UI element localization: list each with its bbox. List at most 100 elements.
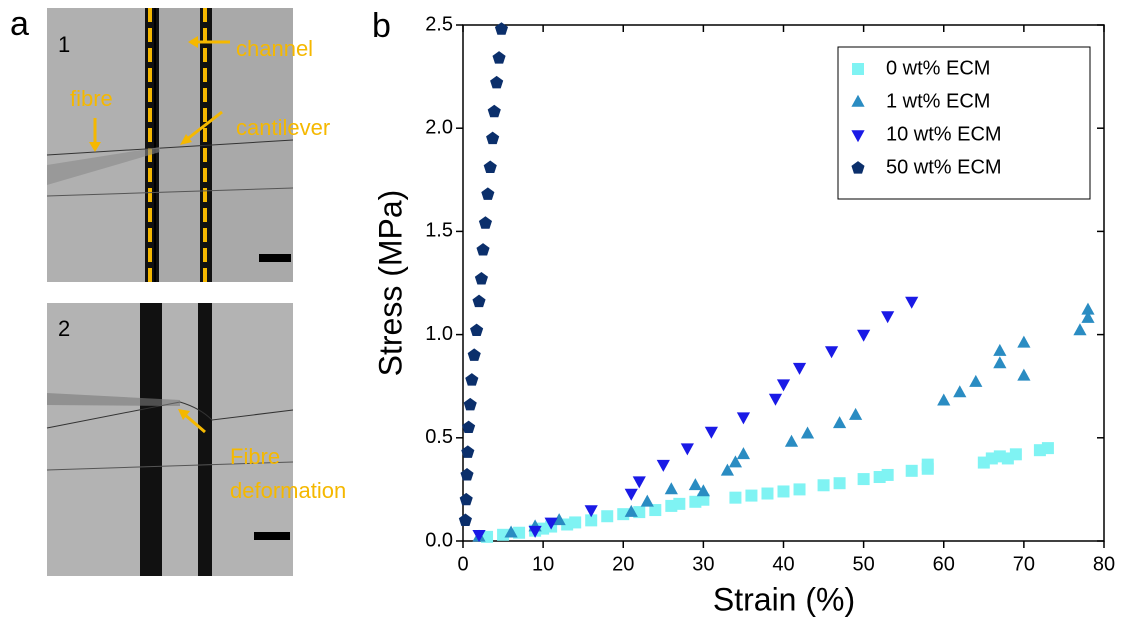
x-tick-label: 40 bbox=[772, 553, 794, 575]
data-point bbox=[736, 447, 751, 460]
data-point bbox=[601, 510, 614, 523]
data-point bbox=[1041, 442, 1054, 455]
x-tick-label: 60 bbox=[933, 553, 955, 575]
data-point bbox=[465, 373, 479, 386]
data-point bbox=[857, 473, 870, 486]
data-point bbox=[483, 160, 497, 173]
data-point bbox=[460, 468, 474, 481]
data-point bbox=[459, 492, 473, 506]
legend-label: 50 wt% ECM bbox=[886, 156, 1002, 178]
data-point bbox=[1081, 302, 1095, 315]
y-tick-label: 0.5 bbox=[425, 426, 453, 448]
data-point bbox=[697, 493, 710, 506]
data-point bbox=[1017, 368, 1031, 381]
data-point bbox=[817, 479, 830, 492]
annotation: channel bbox=[236, 36, 313, 61]
x-tick-label: 10 bbox=[532, 553, 554, 575]
data-point bbox=[832, 416, 847, 429]
data-point bbox=[463, 397, 477, 411]
micrograph bbox=[46, 8, 294, 282]
data-point bbox=[472, 294, 486, 308]
data-point bbox=[462, 420, 476, 434]
data-point bbox=[632, 476, 646, 489]
data-point bbox=[1017, 335, 1031, 348]
data-point bbox=[552, 513, 566, 526]
legend-marker bbox=[852, 63, 864, 75]
legend-label: 1 wt% ECM bbox=[886, 90, 990, 112]
legend-marker bbox=[851, 161, 865, 174]
image-label: 2 bbox=[58, 316, 70, 341]
data-point bbox=[472, 530, 486, 543]
data-point bbox=[490, 75, 504, 89]
data-point bbox=[688, 478, 702, 491]
data-point bbox=[656, 459, 670, 472]
data-point bbox=[784, 434, 799, 447]
x-axis-title: Strain (%) bbox=[713, 581, 855, 617]
x-tick-label: 30 bbox=[692, 553, 714, 575]
data-point bbox=[761, 487, 774, 500]
data-point bbox=[569, 516, 582, 529]
data-point bbox=[849, 407, 863, 420]
legend-marker bbox=[851, 94, 865, 107]
data-point bbox=[680, 443, 694, 456]
data-point bbox=[905, 296, 919, 309]
data-point bbox=[1009, 448, 1022, 461]
data-point bbox=[640, 494, 654, 507]
data-point bbox=[544, 517, 558, 530]
data-point bbox=[993, 343, 1007, 356]
data-point bbox=[792, 362, 807, 375]
x-tick-label: 0 bbox=[457, 553, 468, 575]
data-point bbox=[504, 525, 518, 538]
x-tick-label: 20 bbox=[612, 553, 634, 575]
y-tick-label: 2.0 bbox=[425, 116, 453, 138]
data-point bbox=[881, 468, 894, 481]
y-tick-label: 2.5 bbox=[425, 13, 453, 35]
data-point bbox=[624, 488, 638, 501]
legend-box bbox=[837, 46, 1091, 200]
data-point bbox=[800, 426, 815, 439]
data-point bbox=[1081, 310, 1095, 323]
y-tick-label: 1.5 bbox=[425, 220, 453, 242]
data-point bbox=[649, 504, 662, 517]
data-point bbox=[481, 187, 495, 200]
data-point bbox=[458, 513, 472, 526]
annotation: deformation bbox=[230, 478, 346, 503]
data-point bbox=[793, 483, 806, 496]
annotation: Fibre bbox=[230, 444, 280, 469]
data-point bbox=[777, 485, 790, 498]
data-point bbox=[492, 51, 506, 64]
y-axis-title: Stress (MPa) bbox=[372, 190, 408, 377]
annotation: cantilever bbox=[236, 115, 330, 140]
data-point bbox=[857, 329, 871, 342]
data-point bbox=[497, 528, 510, 541]
data-point bbox=[728, 455, 743, 468]
data-point bbox=[461, 445, 475, 458]
data-point bbox=[720, 463, 735, 476]
data-point bbox=[467, 348, 481, 361]
data-point bbox=[704, 426, 718, 439]
data-point bbox=[729, 491, 742, 504]
micrograph bbox=[46, 303, 294, 576]
data-point bbox=[664, 482, 678, 495]
x-tick-label: 50 bbox=[853, 553, 875, 575]
data-point bbox=[478, 216, 492, 229]
data-point bbox=[905, 464, 918, 477]
data-point bbox=[617, 508, 630, 521]
data-point bbox=[673, 497, 686, 510]
data-point bbox=[969, 374, 983, 387]
data-point bbox=[768, 393, 783, 406]
data-point bbox=[474, 271, 488, 285]
x-tick-label: 70 bbox=[1013, 553, 1035, 575]
data-point bbox=[696, 484, 710, 497]
legend-marker bbox=[851, 130, 865, 143]
data-point bbox=[487, 104, 501, 118]
data-point bbox=[1073, 323, 1087, 336]
legend-label: 0 wt% ECM bbox=[886, 57, 990, 79]
data-point bbox=[486, 131, 500, 145]
image-label: 1 bbox=[58, 32, 70, 57]
data-point bbox=[470, 323, 484, 337]
data-point bbox=[937, 393, 951, 406]
data-point bbox=[993, 356, 1007, 369]
data-point bbox=[881, 311, 895, 324]
